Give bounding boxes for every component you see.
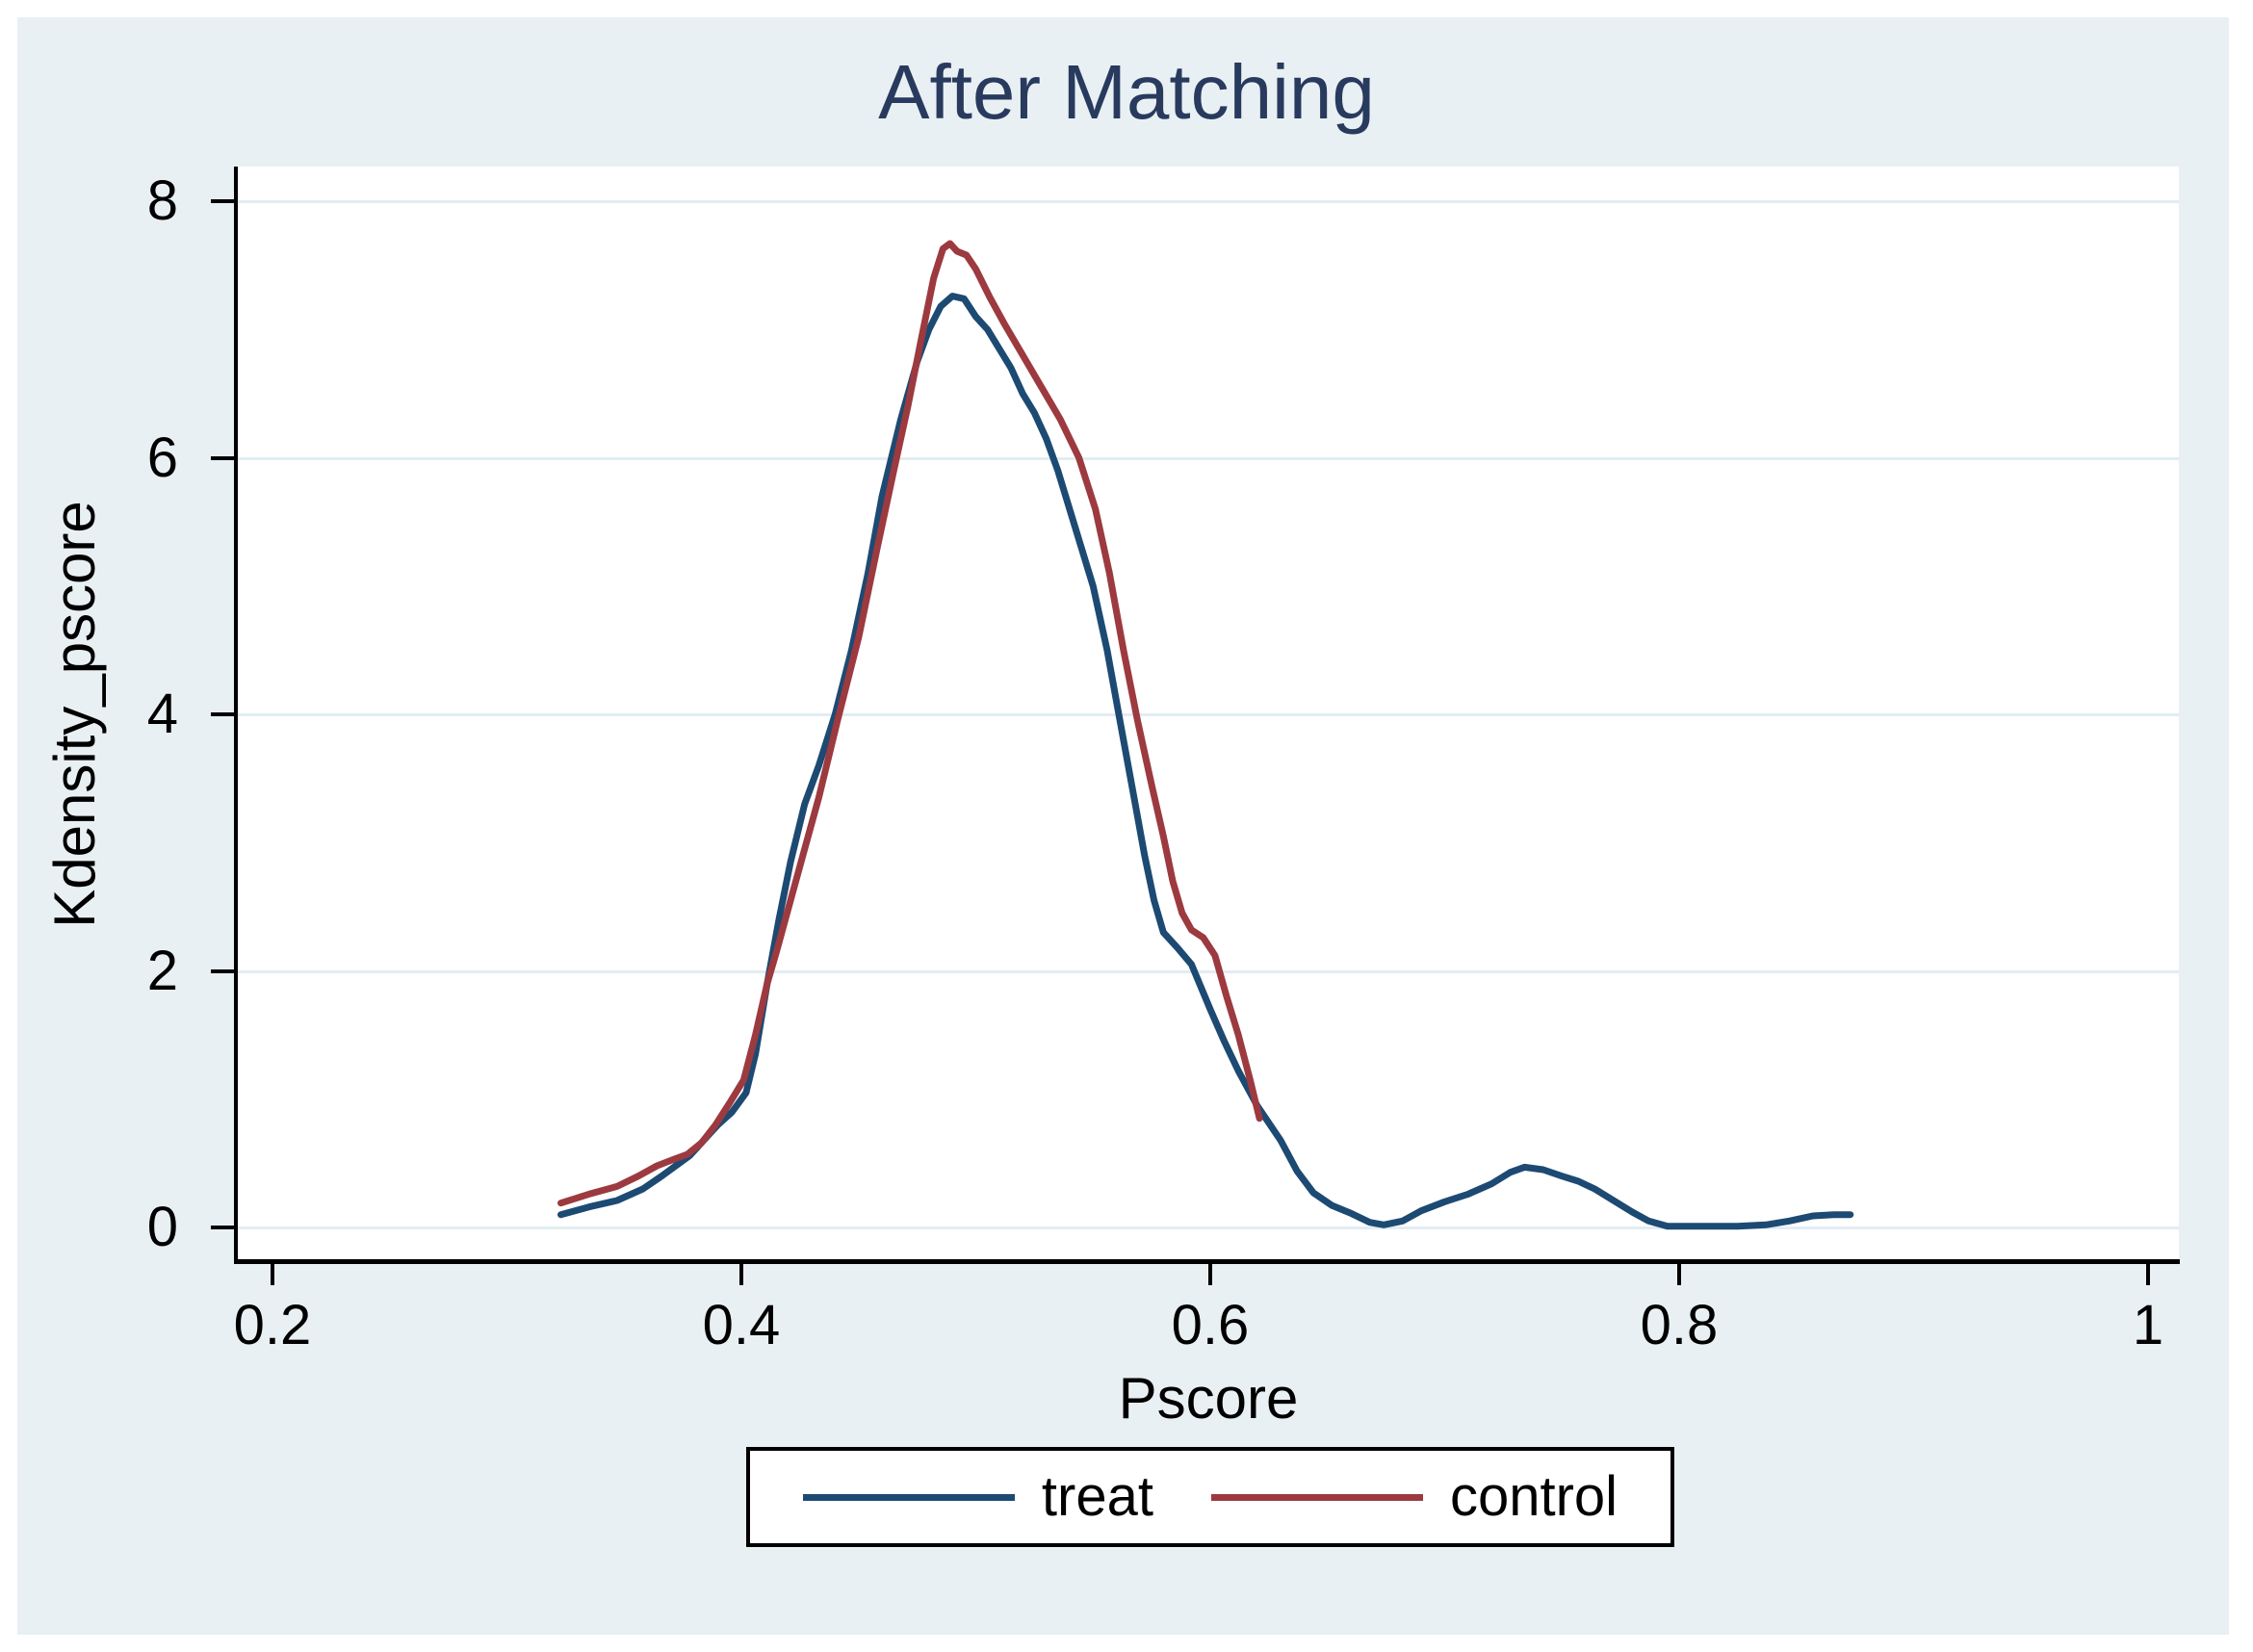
y-tick-8 bbox=[211, 199, 234, 203]
x-tick-0.4 bbox=[739, 1264, 743, 1285]
y-axis-line bbox=[234, 167, 238, 1264]
control-line-swatch bbox=[1210, 1493, 1423, 1501]
x-tick-label-0.4: 0.4 bbox=[702, 1294, 781, 1356]
y-tick-0 bbox=[211, 1226, 234, 1229]
x-tick-label-0.6: 0.6 bbox=[1171, 1294, 1250, 1356]
gridline-y-0 bbox=[237, 1226, 2179, 1229]
y-axis-title: Kdensity_pscore bbox=[42, 501, 107, 928]
y-tick-label-6: 6 bbox=[146, 426, 178, 489]
y-tick-label-0: 0 bbox=[146, 1196, 178, 1258]
chart-title: After Matching bbox=[878, 49, 1375, 135]
legend-label-control: control bbox=[1449, 1465, 1619, 1528]
x-tick-0.2 bbox=[271, 1264, 274, 1285]
y-tick-2 bbox=[211, 968, 234, 973]
density-curves bbox=[557, 240, 1854, 1230]
x-tick-0.8 bbox=[1677, 1264, 1681, 1285]
gridline-y-4 bbox=[237, 713, 2179, 716]
x-tick-label-0.2: 0.2 bbox=[233, 1294, 312, 1356]
legend-label-treat: treat bbox=[1041, 1465, 1153, 1528]
gridline-y-6 bbox=[237, 456, 2179, 460]
treat-line-swatch bbox=[802, 1493, 1015, 1501]
x-tick-0.6 bbox=[1208, 1264, 1212, 1285]
control-curve bbox=[557, 240, 1263, 1207]
y-tick-label-2: 2 bbox=[146, 939, 178, 1002]
legend-box: treat control bbox=[746, 1447, 1674, 1547]
y-tick-label-4: 4 bbox=[146, 683, 178, 745]
treat-curve bbox=[557, 293, 1854, 1230]
x-tick-label-0.8: 0.8 bbox=[1640, 1294, 1719, 1356]
x-axis-title: Pscore bbox=[1118, 1366, 1299, 1431]
y-tick-6 bbox=[211, 455, 234, 460]
y-tick-4 bbox=[211, 712, 234, 716]
x-axis-line bbox=[234, 1259, 2180, 1264]
y-tick-label-8: 8 bbox=[146, 169, 178, 232]
gridline-y-2 bbox=[237, 969, 2179, 973]
x-tick-label-1: 1 bbox=[2132, 1294, 2164, 1356]
gridline-y-8 bbox=[237, 200, 2179, 203]
x-tick-1 bbox=[2146, 1264, 2150, 1285]
